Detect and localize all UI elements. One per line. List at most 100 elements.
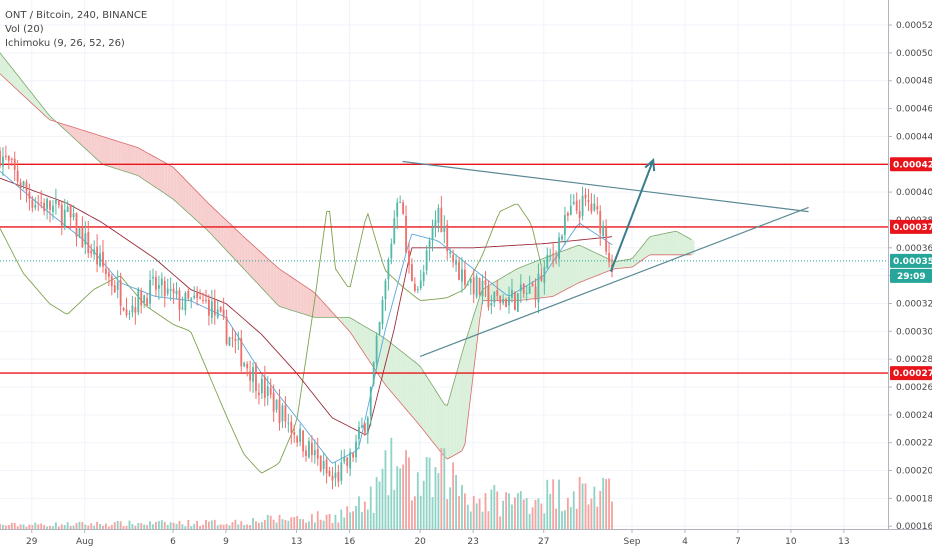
candle-body: [552, 253, 555, 256]
cloud-segment: [291, 276, 295, 312]
time-axis[interactable]: 29 Aug 6 9 13 16 20 23 27 Sep 4 7 10 13: [26, 529, 850, 547]
cloud-segment: [553, 253, 557, 297]
cloud-segment: [476, 296, 480, 345]
cloud-segment: [117, 141, 121, 171]
candle-body: [222, 309, 225, 317]
candle-body: [228, 337, 231, 346]
volume-bar: [349, 512, 352, 529]
volume-bar: [366, 509, 369, 529]
candle-body: [352, 453, 354, 458]
volume-bar: [593, 486, 596, 529]
volume-bar: [405, 450, 407, 529]
candle-body: [246, 363, 249, 369]
volume-bar: [422, 480, 425, 529]
cloud-segment: [264, 255, 268, 295]
volume-bar: [493, 485, 496, 529]
level-badge-bg: [890, 219, 932, 234]
candle-body: [511, 290, 513, 298]
volume-bar: [287, 520, 290, 529]
cloud-segment: [432, 385, 436, 446]
cloud-segment: [191, 185, 195, 219]
candle-body: [22, 181, 25, 186]
volume-bar: [0, 523, 1, 529]
volume-bar: [169, 522, 172, 529]
candle-body: [75, 213, 78, 237]
cloud-segment: [129, 144, 133, 174]
cloud-segment: [256, 247, 259, 286]
cloud-segment: [385, 338, 389, 389]
cloud-segment: [79, 129, 83, 146]
cloud-segment: [341, 317, 345, 326]
price-tick-label: 0.0001600: [896, 522, 932, 532]
cloud-segment: [367, 328, 371, 364]
candle-body: [411, 264, 413, 282]
cloud-segment: [288, 275, 292, 311]
candle-body: [178, 290, 181, 310]
volume-bar: [205, 519, 207, 529]
volume-bar: [78, 521, 81, 529]
level-badge-label: 0.0002700: [893, 369, 932, 379]
volume-bar: [293, 517, 296, 529]
volume-bar: [502, 500, 505, 529]
senkou-span-a: [0, 52, 692, 407]
cloud-segment: [618, 260, 621, 269]
cloud-segment: [615, 261, 619, 269]
volume-bar: [116, 521, 119, 529]
candle-body: [105, 268, 107, 274]
legend-ichimoku[interactable]: Ichimoku (9, 26, 52, 26): [5, 38, 125, 49]
candle-body: [187, 290, 190, 299]
cloud-segment: [582, 246, 586, 282]
candle-body: [384, 280, 387, 300]
candle-body: [508, 297, 510, 306]
price-tick-label: 0.0004600: [896, 105, 932, 115]
candle-body: [0, 150, 1, 166]
candle-body: [405, 215, 407, 253]
cloud-segment: [500, 276, 504, 301]
cloud-segment: [450, 384, 454, 458]
volume-bar: [207, 521, 210, 529]
candle-body: [537, 273, 540, 303]
cloud-segment: [414, 362, 418, 424]
cloud-segment: [17, 75, 21, 93]
cloud-segment: [226, 220, 230, 254]
cloud-segment: [600, 255, 604, 275]
volume-bar: [219, 524, 222, 529]
time-tick-label: Aug: [76, 537, 94, 547]
candle-body: [310, 442, 313, 456]
volume-bar: [172, 522, 175, 529]
legend-symbol[interactable]: ONT / Bitcoin, 240, BINANCE: [5, 10, 147, 21]
volume-bar: [537, 498, 540, 529]
cloud-segment: [673, 231, 677, 255]
legend-volume[interactable]: Vol (20): [5, 24, 44, 35]
candle-body: [166, 288, 169, 294]
volume-bar: [134, 525, 137, 529]
cloud-segment: [464, 333, 468, 444]
candle-body: [455, 259, 457, 265]
candle-body: [169, 288, 172, 291]
volume-bar: [540, 503, 543, 529]
volume-bar: [602, 477, 605, 529]
candle-body: [487, 285, 490, 308]
cloud-segment: [588, 249, 592, 279]
cloud-segment: [85, 131, 89, 152]
volume-bar: [37, 524, 40, 529]
candle-body: [155, 276, 157, 290]
volume-bar: [252, 518, 254, 529]
cloud-segment: [423, 371, 427, 435]
cloud-segment: [570, 246, 574, 287]
price-tick-label: 0.0005200: [896, 21, 932, 31]
volume-bar: [28, 524, 31, 529]
candle-body: [358, 426, 360, 439]
candle-body: [519, 284, 522, 292]
time-tick-label: 13: [838, 537, 849, 547]
candle-body: [313, 450, 316, 456]
volume-bar: [102, 525, 104, 529]
candle-body: [375, 335, 378, 363]
candle-body: [337, 471, 340, 482]
candle-body: [196, 293, 199, 299]
candle-body: [213, 299, 216, 316]
candle-body: [564, 215, 566, 235]
volume-bars: [0, 437, 613, 529]
cloud-segment: [688, 237, 692, 255]
